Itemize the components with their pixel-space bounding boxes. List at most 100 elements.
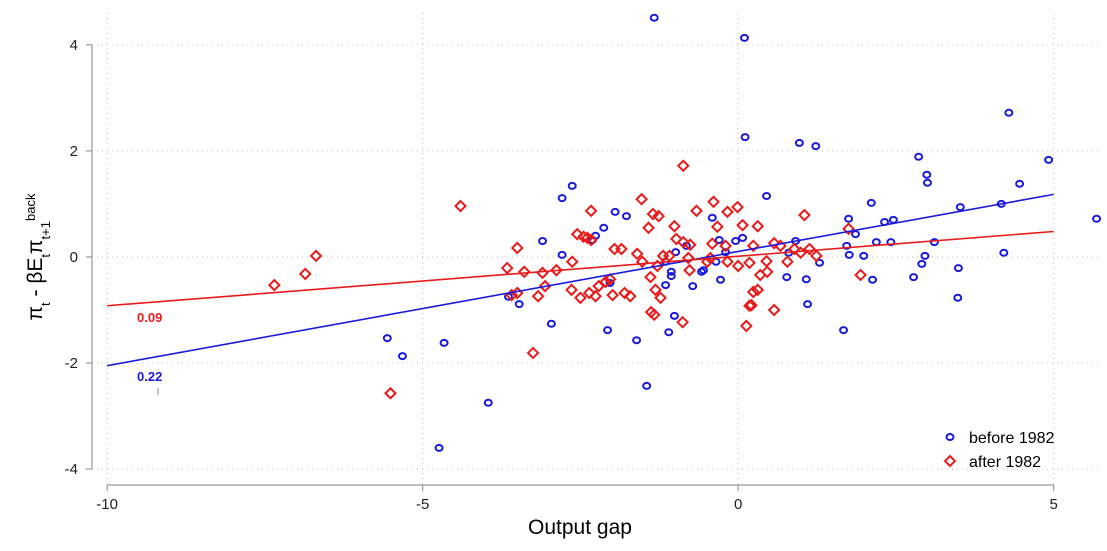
point [815,258,825,267]
point [739,319,753,333]
point [538,237,548,246]
point [397,352,407,361]
point [671,248,681,257]
point [661,281,671,290]
y-tick-label: 0 [70,249,78,266]
point [454,199,467,213]
point [746,285,760,299]
y-tick-label: -4 [65,461,78,478]
point [550,263,563,277]
point [681,251,695,265]
point [644,270,657,284]
point [844,214,854,223]
point [621,212,631,221]
point [868,275,878,284]
point [760,254,773,268]
point [1015,179,1025,188]
point [1044,155,1054,164]
point [267,278,281,292]
point [567,181,577,190]
point [526,346,540,360]
point [721,248,731,257]
point [803,300,813,309]
point [740,133,750,142]
point [886,238,896,247]
point [714,235,724,244]
y-label-part: t [38,254,53,258]
point [676,159,690,173]
point [801,275,811,284]
point [546,319,556,328]
point [859,251,869,260]
point [721,205,734,219]
point [668,219,681,233]
point [955,203,965,212]
point [762,191,772,200]
y-tick-label: 2 [70,143,78,160]
point [647,308,661,322]
point [710,220,724,234]
point [517,265,531,279]
point [767,236,781,250]
point [557,194,567,203]
point [500,261,514,275]
point [589,289,602,303]
point [745,298,758,312]
y-axis-label: πt - βEtπt+1back [23,193,53,320]
point [570,227,584,241]
point [536,266,549,280]
point [922,170,932,179]
point [606,288,620,302]
y-tick-label: 4 [70,37,78,54]
point [676,315,690,329]
point [1092,214,1102,223]
x-tick-label: -5 [416,496,429,513]
point [842,222,856,236]
point [760,265,774,279]
point [751,283,765,297]
point [565,283,578,297]
point [603,326,613,335]
point [434,443,444,452]
point [650,259,664,273]
point [309,249,323,263]
point [514,300,524,309]
point [999,248,1009,257]
point [809,249,823,263]
point [854,268,867,282]
point [573,291,587,305]
point [715,275,725,284]
annotation: 0.09 [137,310,162,325]
point [909,273,919,282]
point [669,232,683,246]
point [739,33,749,42]
point [736,218,749,232]
point [439,338,449,347]
x-tick-label: 0 [734,496,742,513]
point [787,242,801,256]
point [599,223,609,232]
point [871,238,881,247]
point [743,256,756,270]
point [707,213,717,222]
point [688,282,698,291]
point [382,334,392,343]
point [577,230,590,244]
point [683,238,697,252]
point [780,255,794,269]
point [721,255,734,269]
point [608,242,621,256]
point [666,267,676,276]
point [811,142,821,151]
point [738,233,748,242]
point [618,286,631,300]
point [731,237,741,246]
point [698,266,708,275]
point [610,207,620,216]
point [642,221,655,235]
point [642,381,652,390]
point [683,263,696,277]
fit-line [107,230,1054,307]
x-tick-label: -10 [96,496,118,513]
